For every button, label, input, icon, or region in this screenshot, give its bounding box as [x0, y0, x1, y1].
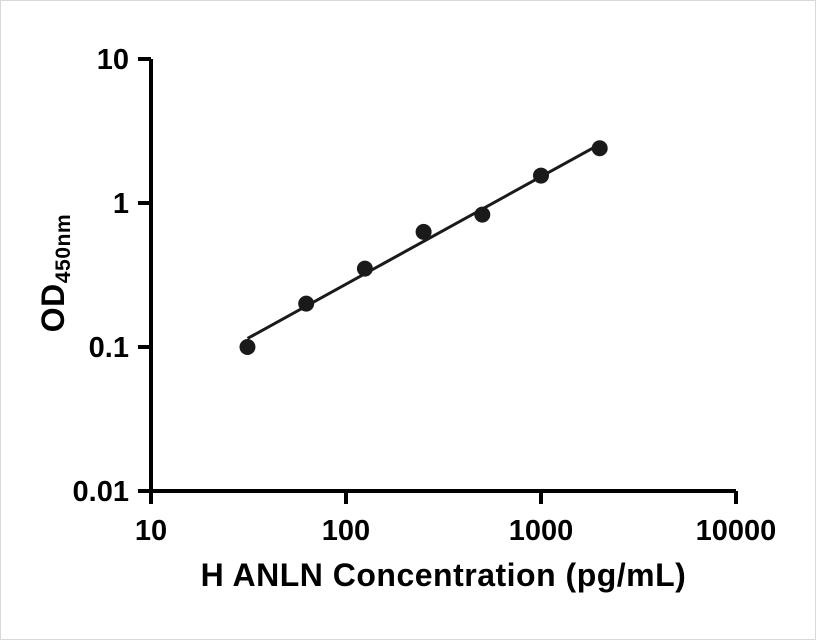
data-point: [533, 167, 549, 184]
x-axis-title: H ANLN Concentration (pg/mL): [200, 557, 687, 593]
data-point: [356, 260, 373, 277]
data-point: [239, 339, 256, 355]
x-tick-label: 10: [135, 515, 167, 547]
x-tick-label: 10000: [696, 515, 777, 547]
data-point: [474, 206, 491, 223]
y-tick-label: 0.1: [89, 332, 129, 364]
data-point: [298, 295, 315, 312]
x-tick-label: 1000: [509, 515, 574, 547]
data-point: [415, 223, 432, 240]
axis-spines: [149, 59, 736, 493]
x-tick-label: 100: [322, 515, 370, 547]
y-axis-title-subscript: 450nm: [51, 213, 75, 284]
y-axis-title-main: OD: [35, 283, 71, 333]
y-axis-title: OD450nm: [35, 143, 75, 403]
y-tick-label: 10: [97, 44, 129, 76]
data-point: [591, 140, 608, 157]
y-tick-label: 1: [113, 188, 129, 220]
y-tick-label: 0.01: [73, 476, 129, 508]
